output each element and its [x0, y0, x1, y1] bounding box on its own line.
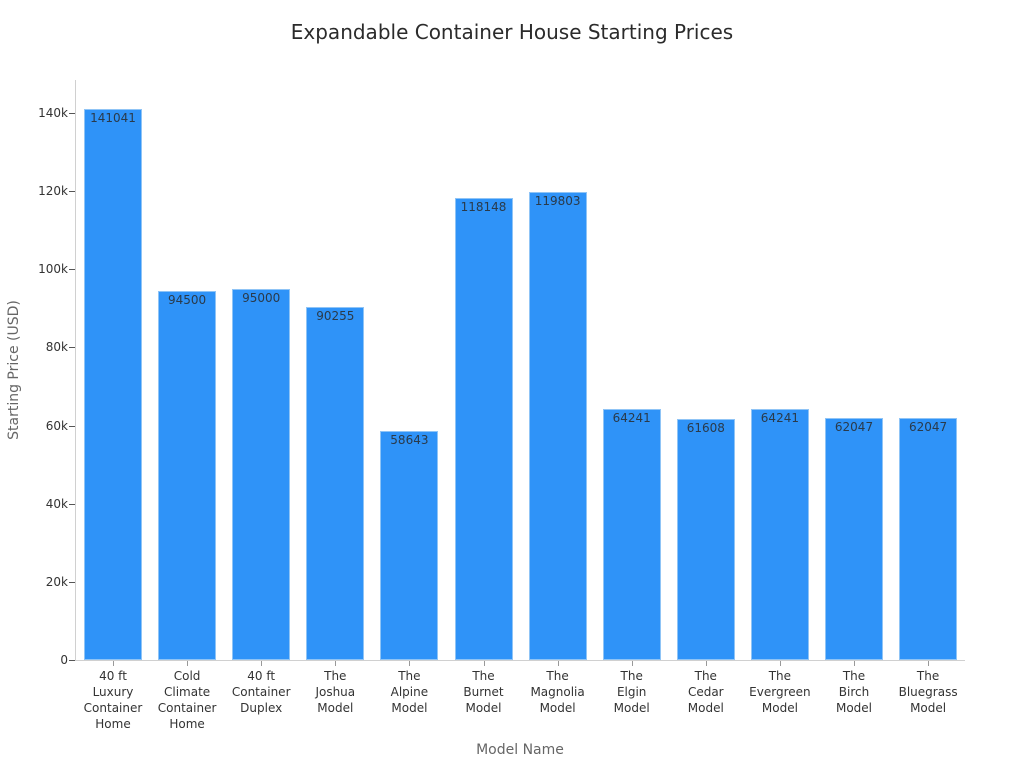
- y-tick-mark: [69, 660, 75, 661]
- x-tick-mark: [335, 661, 337, 666]
- x-tick-mark: [854, 661, 855, 666]
- y-tick-label: 0: [60, 653, 68, 667]
- y-tick-label: 60k: [45, 418, 68, 433]
- x-tick-mark: [705, 661, 707, 666]
- x-tick-label: 40 ft Luxury Container Home: [83, 669, 143, 731]
- x-tick-label: The Magnolia Model: [530, 669, 585, 715]
- bar-value-label: 94500: [168, 292, 207, 307]
- bar-value-label: 64241: [612, 411, 651, 425]
- x-tick-label: The Elgin Model: [613, 669, 650, 715]
- y-tick-label: 140k: [38, 106, 68, 120]
- x-tick-mark: [557, 661, 559, 666]
- x-tick-mark: [779, 661, 781, 666]
- x-tick-mark: [483, 661, 485, 666]
- bar-value-label: 62047: [909, 419, 948, 434]
- bar[interactable]: [899, 417, 958, 660]
- x-tick-mark: [187, 661, 189, 666]
- y-tick-mark: [69, 347, 75, 349]
- x-tick-mark: [261, 661, 263, 666]
- x-tick-label: The Cedar Model: [687, 669, 724, 715]
- y-tick-mark: [69, 113, 75, 114]
- bar-value-label: 61608: [686, 421, 725, 436]
- y-tick-label: 40k: [45, 496, 68, 511]
- bar-value-label: 64241: [760, 411, 799, 425]
- x-tick-label: 40 ft Container Duplex: [231, 669, 291, 715]
- y-tick-mark: [69, 191, 75, 193]
- x-tick-label: The Burnet Model: [463, 669, 504, 715]
- x-tick-label: The Alpine Model: [390, 669, 429, 715]
- x-tick-mark: [928, 661, 930, 666]
- x-tick-label: The Birch Model: [835, 669, 873, 715]
- bar-value-label: 58643: [390, 432, 429, 447]
- y-tick-mark: [69, 425, 75, 427]
- y-tick-label: 80k: [45, 340, 68, 355]
- bar[interactable]: [232, 288, 291, 660]
- x-axis-label: Model Name: [476, 742, 564, 758]
- x-tick-label: The Joshua Model: [315, 669, 356, 715]
- bar[interactable]: [454, 198, 513, 660]
- x-tick-mark: [409, 661, 411, 666]
- y-tick-mark: [69, 503, 75, 505]
- bar[interactable]: [676, 419, 735, 660]
- bar-value-label: 62047: [834, 419, 874, 434]
- x-tick-mark: [113, 661, 114, 666]
- bar-value-label: 118148: [460, 200, 507, 215]
- bar-value-label: 119803: [534, 193, 581, 208]
- bar-value-label: 141041: [90, 110, 136, 125]
- bar[interactable]: [602, 409, 661, 660]
- bar[interactable]: [158, 290, 217, 660]
- x-tick-label: Cold Climate Container Home: [157, 669, 217, 731]
- bar-value-label: 95000: [242, 290, 281, 305]
- bar[interactable]: [380, 430, 439, 660]
- chart-title: Expandable Container House Starting Pric…: [290, 20, 734, 44]
- x-tick-mark: [631, 661, 633, 666]
- y-tick-mark: [69, 581, 75, 583]
- y-tick-label: 20k: [45, 574, 68, 589]
- bar[interactable]: [306, 307, 365, 660]
- bar[interactable]: [825, 417, 883, 660]
- y-tick-label: 100k: [38, 262, 68, 277]
- x-axis-line: [75, 660, 965, 661]
- bar[interactable]: [528, 191, 587, 660]
- x-tick-label: The Bluegrass Model: [898, 669, 958, 715]
- y-axis-line: [75, 80, 76, 661]
- bar-value-label: 90255: [316, 309, 355, 324]
- bar[interactable]: [84, 108, 142, 660]
- y-tick-label: 120k: [38, 184, 68, 199]
- y-tick-mark: [69, 269, 75, 271]
- x-tick-label: The Evergreen Model: [749, 669, 811, 715]
- bar[interactable]: [750, 409, 809, 660]
